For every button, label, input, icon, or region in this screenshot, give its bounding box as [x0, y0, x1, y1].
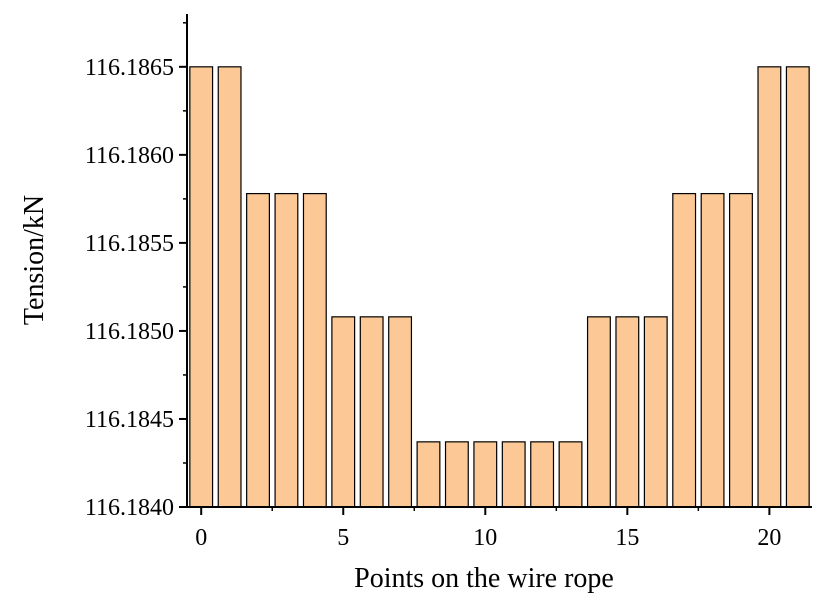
- bar-18: [700, 192, 725, 508]
- bar-20: [757, 66, 782, 508]
- bar-1: [217, 66, 242, 508]
- bar-12: [530, 441, 555, 508]
- y-tick-label: 116.1855: [85, 231, 174, 257]
- bar-2: [246, 192, 270, 508]
- bar-3: [274, 192, 299, 508]
- axes-group: [186, 14, 812, 508]
- bar-9: [444, 441, 469, 508]
- x-tick-label: 5: [337, 525, 349, 551]
- x-tick-label: 20: [757, 525, 781, 551]
- bar-7: [388, 316, 413, 508]
- x-axis-title: Points on the wire rope: [354, 563, 614, 594]
- bar-5: [331, 316, 356, 508]
- y-tick-label: 116.1850: [85, 319, 174, 345]
- bar-0: [189, 66, 214, 508]
- bar-15: [615, 316, 640, 508]
- bar-4: [302, 192, 327, 508]
- bar-16: [643, 316, 668, 508]
- y-tick-label: 116.1840: [85, 495, 174, 521]
- bar-11: [501, 441, 526, 508]
- bar-21: [785, 66, 810, 508]
- bar-17: [672, 192, 697, 508]
- x-ticks-group: 0 5 10 15 20: [195, 507, 781, 551]
- x-tick-label: 15: [615, 525, 639, 551]
- x-tick-label: 10: [473, 525, 497, 551]
- bar-8: [416, 441, 441, 508]
- bar-13: [558, 441, 583, 508]
- y-tick-label: 116.1860: [85, 143, 174, 169]
- y-axis-title: Tension/kN: [19, 195, 50, 325]
- y-tick-label: 116.1845: [85, 407, 174, 433]
- bar-6: [359, 316, 384, 508]
- bar-14: [586, 316, 611, 508]
- y-ticks-group: 116.1840 116.1845 116.1850 116.1855 116.1860…: [85, 22, 187, 521]
- bar-10: [473, 441, 498, 508]
- bars-group: [189, 66, 810, 508]
- y-tick-label: 116.1865: [85, 55, 174, 81]
- bar-19: [729, 192, 753, 508]
- x-tick-label: 0: [195, 525, 207, 551]
